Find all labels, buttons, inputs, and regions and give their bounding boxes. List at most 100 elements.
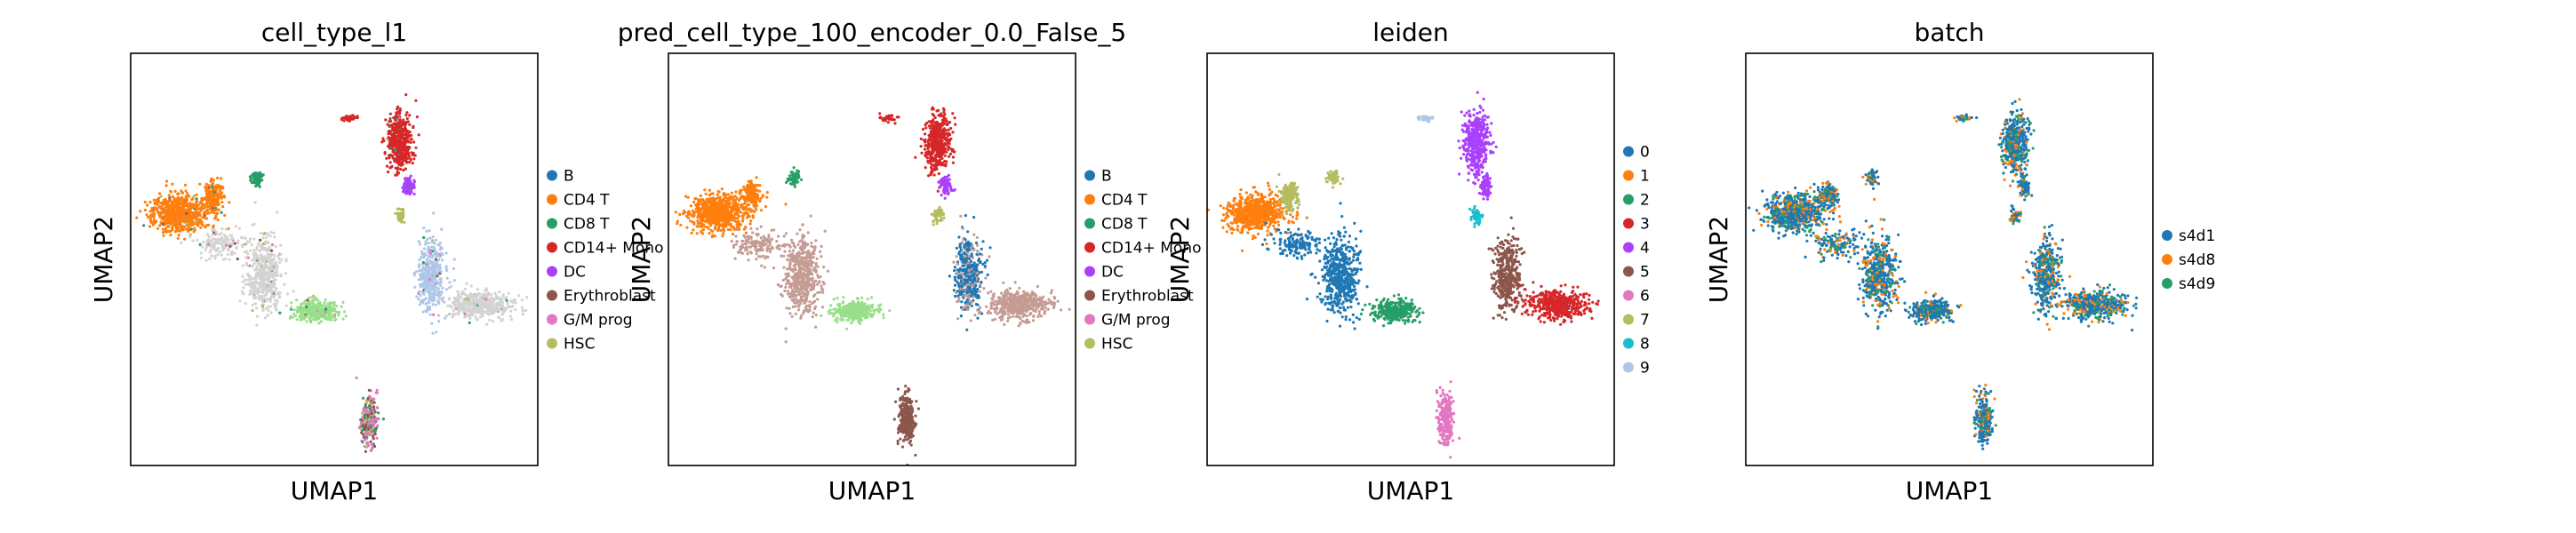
cell-point	[260, 256, 263, 259]
cell-point	[417, 133, 420, 137]
cell-point	[251, 223, 254, 227]
cell-point	[275, 260, 278, 264]
cell-point	[720, 198, 724, 203]
cell-point	[744, 205, 748, 209]
cell-point	[413, 154, 417, 157]
cell-point	[430, 286, 434, 290]
cell-point	[261, 306, 265, 310]
legend-marker	[547, 194, 557, 205]
cell-point	[466, 314, 469, 317]
cell-point	[786, 278, 789, 282]
cell-point	[237, 227, 241, 230]
legend-marker	[547, 338, 557, 349]
cell-point	[264, 293, 268, 297]
cell-point	[189, 205, 194, 209]
cell-point	[192, 195, 196, 198]
cell-point	[486, 312, 491, 315]
cell-point	[167, 204, 171, 208]
cell-point	[365, 400, 369, 403]
cell-point	[270, 243, 275, 247]
cell-point	[509, 309, 513, 313]
cell-point	[788, 245, 792, 249]
cell-point	[319, 320, 324, 323]
cell-point	[156, 200, 161, 203]
cell-point	[700, 203, 704, 206]
cell-point	[456, 303, 460, 306]
cell-point	[440, 247, 444, 251]
cell-point	[406, 145, 410, 148]
cell-point	[216, 219, 220, 222]
cell-point	[448, 281, 452, 284]
cell-point	[161, 227, 164, 231]
cell-point	[709, 196, 713, 200]
cell-point	[792, 244, 796, 248]
cell-point	[151, 223, 155, 227]
cell-point	[191, 197, 195, 201]
cell-point	[726, 193, 730, 196]
cell-point	[401, 209, 405, 212]
cell-point	[696, 221, 700, 226]
cell-point	[170, 226, 173, 229]
cell-point	[714, 226, 717, 229]
cell-point	[321, 315, 324, 319]
cell-point	[826, 269, 830, 273]
cell-point	[305, 305, 308, 309]
cell-point	[275, 302, 278, 306]
cell-point	[180, 195, 184, 200]
cell-point	[316, 311, 319, 314]
cell-point	[780, 254, 783, 258]
cell-point	[447, 312, 452, 316]
cell-point	[744, 200, 748, 203]
cell-point	[430, 281, 434, 284]
cell-point	[761, 194, 765, 197]
cell-point	[314, 307, 317, 311]
cell-point	[164, 211, 168, 214]
cell-point	[430, 241, 434, 244]
cell-point	[747, 203, 750, 206]
cell-point	[368, 394, 372, 398]
cell-point	[171, 182, 174, 186]
cell-point	[418, 290, 421, 293]
cell-point	[213, 194, 217, 197]
cell-point	[422, 235, 426, 240]
cell-point	[714, 211, 717, 215]
cell-point	[225, 243, 228, 247]
cell-point	[468, 321, 471, 324]
cell-point	[250, 282, 253, 286]
cell-point	[404, 167, 407, 171]
cell-point	[404, 127, 408, 131]
cell-point	[453, 313, 457, 316]
cell-point	[508, 314, 512, 318]
cell-point	[259, 263, 262, 266]
cell-point	[514, 308, 517, 312]
cell-point	[423, 255, 427, 259]
cell-point	[266, 232, 269, 235]
cell-point	[715, 205, 718, 209]
cell-point	[786, 290, 790, 293]
cell-point	[690, 231, 693, 235]
cell-point	[372, 421, 376, 425]
cell-point	[395, 145, 398, 148]
cell-point	[456, 311, 460, 314]
cell-point	[257, 271, 260, 274]
cell-point	[711, 211, 715, 215]
cell-point	[428, 229, 431, 233]
cell-point	[796, 232, 799, 235]
legend-label: CD8 T	[564, 216, 610, 234]
cell-point	[327, 314, 331, 317]
cell-point	[347, 115, 351, 119]
cell-point	[724, 215, 727, 219]
cell-point	[264, 242, 268, 245]
cell-point	[428, 301, 431, 305]
cell-point	[408, 179, 412, 184]
cell-point	[124, 212, 126, 215]
cell-point	[324, 317, 327, 321]
cell-point	[180, 198, 183, 202]
cell-point	[398, 108, 402, 112]
cell-point	[788, 312, 792, 315]
cell-point	[198, 182, 202, 186]
cell-point	[482, 310, 486, 314]
cell-point	[732, 227, 736, 231]
cell-point	[402, 142, 405, 146]
cell-point	[174, 218, 178, 221]
